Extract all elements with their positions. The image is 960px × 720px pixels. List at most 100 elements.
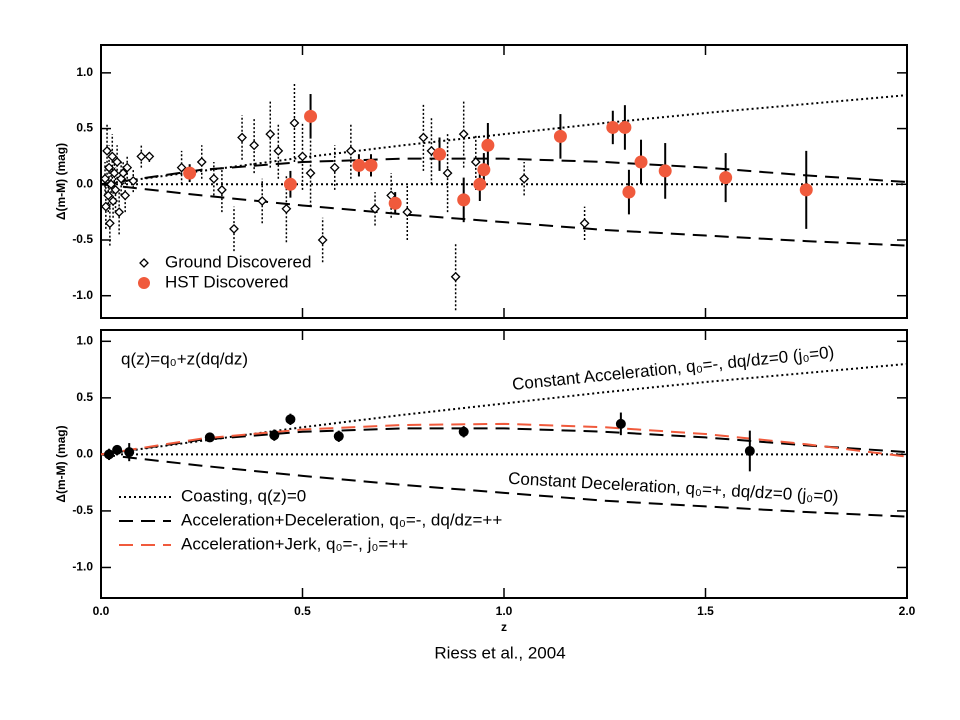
data-point <box>433 147 447 161</box>
y-axis-label: Δ(m-M) (mag) <box>54 425 68 502</box>
data-point <box>108 196 119 206</box>
legend-marker <box>139 258 149 268</box>
data-point <box>744 445 755 456</box>
data-point <box>719 171 733 185</box>
legend-label: HST Discovered <box>165 272 288 291</box>
model-curve <box>100 157 908 186</box>
model-curve <box>100 362 908 456</box>
data-point <box>297 151 308 162</box>
data-point <box>622 185 636 199</box>
caption: Riess et al., 2004 <box>434 643 565 662</box>
data-point <box>333 431 344 442</box>
data-point <box>618 120 632 134</box>
data-point <box>473 177 487 191</box>
model-curve <box>100 183 908 247</box>
data-point <box>418 132 429 143</box>
x-tick-label: 1.5 <box>697 604 714 618</box>
data-point <box>229 223 239 234</box>
data-point <box>481 138 495 152</box>
y-tick-label: -1.0 <box>72 288 93 302</box>
data-point <box>144 151 155 162</box>
data-point <box>458 129 469 140</box>
data-point <box>615 418 626 429</box>
data-point <box>470 157 481 167</box>
data-point <box>305 168 316 179</box>
data-point <box>114 207 125 218</box>
data-point <box>136 151 147 162</box>
formula: q(z)=q₀+z(dq/dz) <box>121 349 248 368</box>
x-tick-label: 2.0 <box>899 604 916 618</box>
curve-annotation: Constant Deceleration, q₀=+, dq/dz=0 (j₀… <box>508 469 839 506</box>
data-point <box>450 271 461 282</box>
data-point <box>204 432 215 443</box>
data-point <box>104 162 114 173</box>
model-curve <box>100 453 908 518</box>
data-point <box>112 444 123 455</box>
data-point <box>176 162 187 173</box>
plot-frame <box>100 329 908 599</box>
data-point <box>457 193 471 207</box>
data-point <box>269 430 280 441</box>
model-curve <box>100 422 908 458</box>
data-point <box>109 168 120 179</box>
data-point <box>122 162 133 173</box>
data-point <box>477 163 491 177</box>
y-tick-label: 0.0 <box>76 176 93 190</box>
data-point <box>606 120 620 134</box>
x-tick-label: 0.5 <box>294 604 311 618</box>
data-point <box>249 140 260 151</box>
data-point <box>658 164 672 178</box>
data-point <box>519 173 530 184</box>
data-point <box>388 196 402 210</box>
data-point <box>183 166 197 180</box>
data-point <box>128 176 139 186</box>
data-point <box>352 158 366 172</box>
data-point <box>102 145 112 156</box>
legend-label: Ground Discovered <box>165 252 311 271</box>
y-tick-label: 0.5 <box>76 121 93 135</box>
legend-label: Coasting, q(z)=0 <box>181 486 306 505</box>
legend-label: Acceleration+Deceleration, q₀=-, dq/dz=+… <box>181 510 502 529</box>
data-point <box>118 168 129 179</box>
data-point <box>237 132 247 143</box>
data-point <box>458 426 469 437</box>
data-point <box>104 218 115 229</box>
x-axis-label: z <box>501 620 507 634</box>
data-point <box>273 145 284 156</box>
data-point <box>106 179 116 190</box>
legend-label: Acceleration+Jerk, q₀=-, j₀=++ <box>181 534 408 553</box>
legend-marker <box>138 277 150 289</box>
data-point <box>402 207 413 218</box>
data-point <box>104 449 115 460</box>
data-point <box>100 201 111 212</box>
data-point <box>100 173 110 184</box>
data-point <box>799 183 813 197</box>
data-point <box>216 184 227 195</box>
data-point <box>208 173 219 184</box>
model-curve <box>100 427 908 456</box>
data-point <box>345 145 356 156</box>
data-point <box>110 184 121 195</box>
data-point <box>304 109 318 123</box>
y-tick-label: -0.5 <box>72 503 93 517</box>
data-point <box>283 177 297 191</box>
data-point <box>442 168 453 179</box>
data-point <box>317 235 328 245</box>
y-axis-label: Δ(m-M) (mag) <box>54 143 68 220</box>
data-point <box>364 158 378 172</box>
data-point <box>329 162 340 173</box>
y-tick-label: -1.0 <box>72 560 93 574</box>
data-point <box>285 414 296 425</box>
y-tick-label: 1.0 <box>76 65 93 79</box>
y-tick-label: 1.0 <box>76 333 93 347</box>
data-point <box>257 196 268 206</box>
data-point <box>107 151 118 162</box>
data-point <box>112 157 123 167</box>
data-point <box>196 157 207 167</box>
data-point <box>103 190 114 201</box>
data-point <box>634 155 648 169</box>
data-point <box>120 190 131 201</box>
data-point <box>370 203 380 214</box>
x-tick-label: 0.0 <box>93 604 110 618</box>
